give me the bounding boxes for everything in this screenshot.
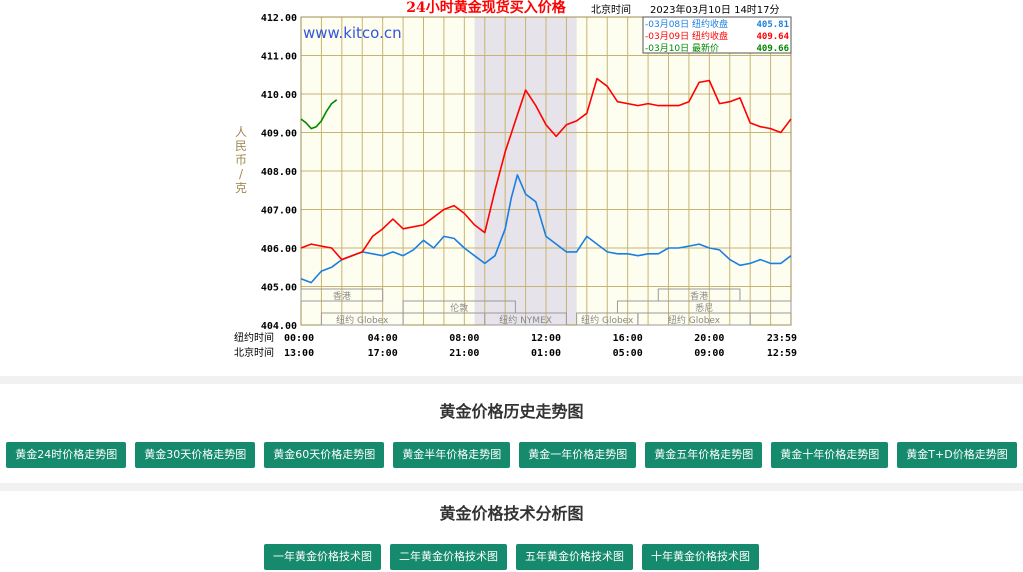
chart-link-button[interactable]: 黄金30天价格走势图 (135, 442, 256, 468)
chart-svg: 24小时黄金现货买入价格 北京时间 2023年03月10日 14时17分 香港香… (232, 0, 800, 360)
x-row1-label: 纽约时间 (234, 331, 274, 344)
market-zone-label: 纽约 Globex (668, 314, 721, 326)
legend-entry-value: 405.81 (756, 20, 789, 30)
market-zone-label: 纽约 NYMEX (499, 314, 552, 326)
divider-band (0, 483, 1023, 491)
series-lines (300, 77, 792, 284)
chart-link-button[interactable]: 黄金一年价格走势图 (519, 442, 637, 468)
chart-link-button[interactable]: 五年黄金价格技术图 (516, 544, 633, 570)
divider-band (0, 376, 1023, 384)
chart-link-button[interactable]: 黄金T+D价格走势图 (897, 442, 1017, 468)
y-axis-label: 人民币/克 (235, 125, 247, 195)
y-tick-label: 410.00 (261, 90, 297, 101)
x-tick-label-beijing: 17:00 (368, 348, 398, 359)
legend-entry-value: 409.66 (756, 44, 789, 54)
x-tick-label-beijing: 01:00 (531, 348, 561, 359)
x-tick-label-ny: 08:00 (449, 333, 479, 344)
y-axis: 412.00 411.00 410.00 409.00 408.00 407.00 406.… (261, 13, 297, 332)
y-tick-label: 411.00 (261, 52, 297, 63)
technical-button-row: 一年黄金价格技术图 二年黄金价格技术图 五年黄金价格技术图 十年黄金价格技术图 (0, 544, 1023, 570)
market-zone-label: 伦敦 (450, 302, 468, 314)
y-tick-label: 404.00 (261, 321, 297, 332)
market-zone-box (300, 288, 384, 302)
market-zone-box (320, 312, 404, 326)
market-zone-box (637, 312, 751, 326)
chart-link-button[interactable]: 一年黄金价格技术图 (264, 544, 381, 570)
y-axis-label-char: 人 (235, 125, 247, 139)
chart-link-button[interactable]: 黄金五年价格走势图 (645, 442, 763, 468)
market-zone-box (402, 300, 516, 314)
legend-entry-label: -03月09日 纽约收盘 (645, 30, 728, 42)
market-zone-label: 纽约 Globex (336, 314, 389, 326)
grid-lines (300, 16, 792, 326)
y-axis-label-char: 币 (235, 153, 247, 167)
history-button-row: 黄金24时价格走势图 黄金30天价格走势图 黄金60天价格走势图 黄金半年价格走势图黄… (0, 442, 1023, 468)
chart-link-button[interactable]: 黄金十年价格走势图 (771, 442, 889, 468)
x-tick-label-ny: 20:00 (694, 333, 724, 344)
legend-entry-label: -03月08日 纽约收盘 (645, 18, 728, 30)
chart-link-button[interactable]: 二年黄金价格技术图 (390, 544, 507, 570)
x-tick-label-beijing: 09:00 (694, 348, 724, 359)
legend: -03月08日 纽约收盘 405.81 -03月09日 纽约收盘 409.64 -03月… (642, 16, 792, 54)
x-tick-label-ny: 00:00 (284, 333, 314, 344)
chart-link-button[interactable]: 黄金半年价格走势图 (393, 442, 511, 468)
technical-section-title: 黄金价格技术分析图 (439, 504, 584, 523)
series-line-03月10日 (300, 99, 338, 130)
y-axis-label-char: 民 (235, 139, 247, 153)
history-section-title: 黄金价格历史走势图 (439, 402, 584, 421)
x-tick-label-beijing: 05:00 (613, 348, 643, 359)
chart-link-button[interactable]: 十年黄金价格技术图 (642, 544, 759, 570)
y-axis-label-char: / (239, 167, 244, 181)
market-zone-box (484, 312, 567, 326)
x-tick-label-ny: 04:00 (368, 333, 398, 344)
market-zone-label: 香港 (333, 290, 351, 302)
gold-price-chart: 24小时黄金现货买入价格 北京时间 2023年03月10日 14时17分 香港香… (232, 0, 800, 360)
chart-title: 24小时黄金现货买入价格 (406, 0, 566, 16)
watermark: www.kitco.cn (303, 24, 402, 42)
x-tick-label-ny: 23:59 (767, 333, 797, 344)
legend-entry-value: 409.64 (756, 32, 789, 42)
x-tick-label-beijing: 21:00 (449, 348, 479, 359)
series-line-03月08日 (300, 174, 792, 284)
x-tick-label-ny: 12:00 (531, 333, 561, 344)
market-zone-label: 纽约 Globex (581, 314, 634, 326)
y-tick-label: 409.00 (261, 129, 297, 140)
legend-entry-label: -03月10日 最新价 (645, 42, 719, 54)
x-tick-label-beijing: 13:00 (284, 348, 314, 359)
y-tick-label: 412.00 (261, 13, 297, 24)
y-axis-label-char: 克 (235, 181, 247, 195)
y-tick-label: 406.00 (261, 244, 297, 255)
chart-link-button[interactable]: 黄金24时价格走势图 (6, 442, 127, 468)
x-tick-label-beijing: 12:59 (767, 348, 797, 359)
legend-box (642, 16, 792, 54)
timestamp-value: 2023年03月10日 14时17分 (650, 3, 780, 16)
timestamp-label: 北京时间 (591, 3, 631, 16)
series-line-03月09日 (300, 77, 792, 261)
market-zone-label: 香港 (690, 290, 708, 302)
y-tick-label: 407.00 (261, 206, 297, 217)
market-zone-label: 悉尼 (695, 302, 713, 314)
y-tick-label: 408.00 (261, 167, 297, 178)
chart-link-button[interactable]: 黄金60天价格走势图 (264, 442, 385, 468)
y-tick-label: 405.00 (261, 283, 297, 294)
x-row2-label: 北京时间 (234, 346, 274, 359)
x-tick-label-ny: 16:00 (613, 333, 643, 344)
